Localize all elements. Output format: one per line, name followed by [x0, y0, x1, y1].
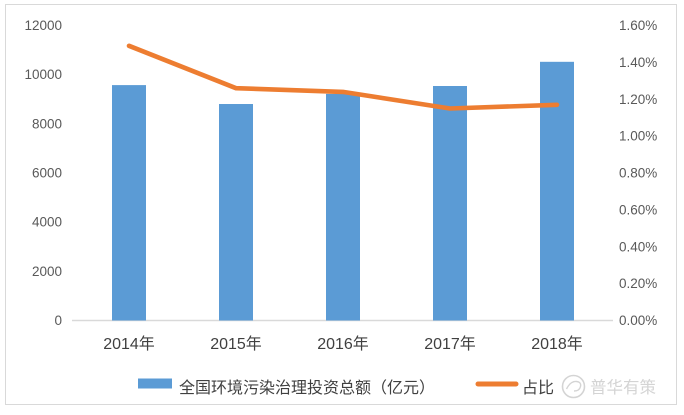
right-axis-tick-label: 0.60%: [619, 202, 657, 217]
left-axis-tick-label: 8000: [32, 116, 62, 131]
left-axis-tick-label: 4000: [32, 215, 62, 230]
left-axis-tick-label: 10000: [24, 67, 62, 82]
bar-series-investment: [112, 61, 574, 321]
bar-2014年: [112, 85, 146, 321]
legend: 全国环境污染治理投资总额（亿元） 占比: [138, 378, 554, 397]
right-axis-tick-label: 0.20%: [619, 276, 657, 291]
bar-2018年: [540, 61, 574, 321]
bar-2016年: [326, 93, 360, 321]
x-axis-label: 2015年: [210, 335, 262, 353]
left-axis-tick-label: 0: [54, 313, 62, 328]
left-axis-tick-label: 6000: [32, 166, 62, 181]
x-axis-label: 2016年: [317, 335, 369, 353]
right-axis-tick-label: 0.00%: [619, 313, 657, 328]
x-axis-label: 2017年: [424, 335, 476, 353]
x-axis-category-labels: 2014年 2015年 2016年 2017年 2018年: [103, 335, 583, 353]
left-axis-tick-labels: 12000 10000 8000 6000 4000 2000 0: [24, 18, 62, 328]
watermark: 普华有策: [561, 374, 656, 399]
left-axis-tick-label: 12000: [24, 18, 62, 33]
x-axis-label: 2018年: [531, 335, 583, 353]
right-axis-tick-label: 1.60%: [619, 18, 657, 33]
puhua-logo-icon: [561, 374, 586, 399]
legend-bar-label: 全国环境污染治理投资总额（亿元）: [179, 378, 435, 397]
x-axis-label: 2014年: [103, 335, 155, 353]
ratio-line-series: [126, 43, 560, 111]
bar-2015年: [219, 104, 253, 321]
right-axis-tick-label: 1.00%: [619, 129, 657, 144]
left-axis-tick-label: 2000: [32, 264, 62, 279]
right-axis-tick-labels: 1.60% 1.40% 1.20% 1.00% 0.80% 0.60% 0.40% 0.20%…: [619, 18, 657, 328]
legend-line-label: 占比: [522, 379, 554, 397]
bar-2017年: [433, 85, 467, 321]
right-axis-tick-label: 0.80%: [619, 166, 657, 181]
legend-bar-swatch: [138, 378, 172, 389]
watermark-text: 普华有策: [590, 378, 656, 397]
right-axis-tick-label: 0.40%: [619, 239, 657, 254]
puhua-logo-swirl: [565, 380, 582, 392]
right-axis-tick-label: 1.20%: [619, 92, 657, 107]
right-axis-tick-label: 1.40%: [619, 55, 657, 70]
